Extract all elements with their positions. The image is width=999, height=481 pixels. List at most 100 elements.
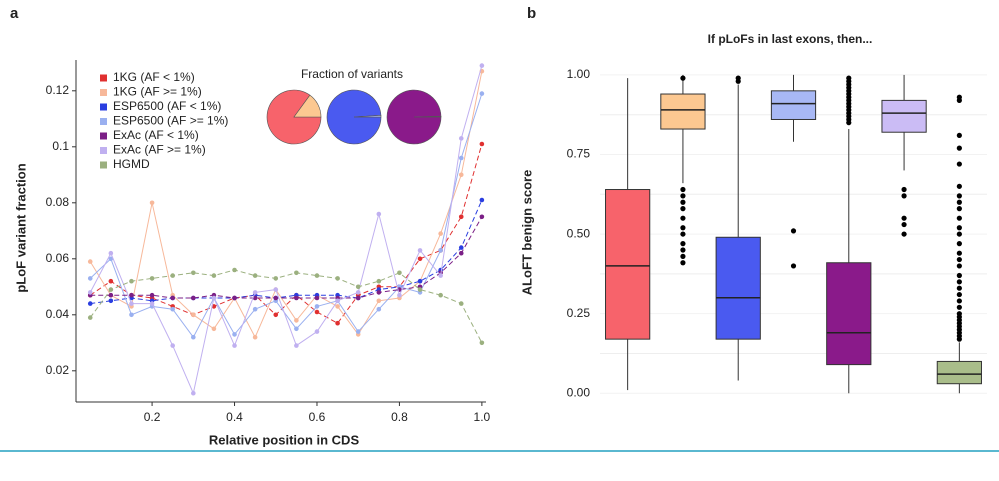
series-point (335, 304, 340, 309)
series-point (191, 390, 196, 396)
series-point (335, 320, 340, 326)
box (660, 93, 706, 130)
series-point (108, 256, 114, 262)
y-tick-label: 0.75 (567, 147, 591, 161)
series-point (191, 270, 196, 276)
outlier (680, 199, 686, 205)
series-point (417, 248, 423, 253)
outlier (956, 250, 962, 256)
x-tick-label: 0.2 (144, 410, 161, 424)
series-point (479, 91, 485, 96)
series-point (87, 276, 93, 281)
y-tick-label: 0.06 (46, 251, 70, 265)
outlier (956, 215, 962, 221)
series-point (232, 332, 237, 337)
series-point (417, 278, 423, 284)
box (605, 189, 651, 340)
series-point (458, 155, 464, 161)
outlier (735, 78, 741, 84)
box (770, 90, 817, 120)
outlier (956, 199, 962, 205)
series-point (335, 276, 340, 281)
outlier (680, 206, 686, 212)
series-point (87, 259, 93, 264)
series-point (479, 214, 485, 220)
series-line (89, 143, 483, 324)
outlier (901, 231, 907, 237)
series-point (355, 295, 361, 301)
outlier (956, 241, 962, 247)
outlier (956, 161, 962, 167)
series-point (458, 301, 464, 306)
series-point (273, 276, 279, 281)
series-point (294, 295, 299, 301)
series-point (252, 273, 258, 278)
series-point (479, 197, 485, 203)
legend-swatch (100, 118, 107, 125)
series-point (438, 248, 443, 253)
x-tick-label: 0.4 (226, 410, 243, 424)
y-tick-label: 0.25 (567, 306, 591, 320)
outlier (956, 206, 962, 212)
outlier (956, 304, 962, 310)
series-point (294, 343, 299, 348)
series-point (87, 290, 93, 295)
x-axis-label: Relative position in CDS (209, 432, 360, 447)
series-point (211, 273, 217, 278)
series-point (211, 295, 217, 301)
box (826, 262, 872, 366)
series-point (273, 312, 279, 318)
legend-label: ExAc (AF >= 1%) (113, 143, 206, 157)
outlier (680, 260, 686, 266)
outlier (790, 263, 797, 269)
series-point (479, 340, 485, 346)
series-point (314, 329, 320, 334)
series-point (458, 214, 464, 220)
series-point (108, 292, 114, 298)
pie-slice (353, 114, 382, 118)
outlier (901, 215, 907, 221)
series-point (335, 298, 340, 304)
series-point (314, 309, 320, 315)
y-tick-label: 0.1 (52, 139, 69, 153)
outlier (956, 94, 962, 100)
series-point (232, 343, 237, 348)
series-line (89, 269, 483, 344)
outlier (790, 228, 797, 234)
x-tick-label: 1.0 (474, 410, 491, 424)
series-point (87, 315, 93, 320)
y-tick-label: 0.12 (46, 83, 70, 97)
outlier (956, 272, 962, 279)
series-point (314, 295, 320, 301)
y-axis-label: pLoF variant fraction (13, 163, 28, 292)
legend-swatch (100, 132, 107, 140)
series-point (355, 290, 361, 295)
outlier (680, 186, 686, 193)
outlier (901, 221, 907, 228)
series-point (376, 211, 382, 217)
legend-label: ESP6500 (AF >= 1%) (113, 114, 228, 128)
series-point (149, 301, 155, 306)
legend-swatch (100, 147, 107, 154)
panel-label: a (10, 5, 19, 22)
series-point (108, 278, 114, 284)
y-tick-label: 0.00 (567, 385, 591, 399)
series-point (438, 231, 443, 236)
series-point (438, 273, 443, 278)
series-point (191, 334, 196, 340)
legend-swatch (100, 74, 107, 82)
series-point (458, 250, 464, 256)
outlier (956, 225, 962, 231)
series-point (376, 306, 382, 312)
series-point (417, 287, 423, 292)
series-point (314, 304, 320, 309)
series-point (149, 276, 155, 281)
outlier (680, 247, 686, 253)
series-point (376, 278, 382, 284)
outlier (956, 183, 962, 189)
series-point (129, 278, 134, 284)
outlier (680, 231, 686, 237)
y-axis-label: ALoFT benign score (519, 170, 534, 296)
outlier (956, 145, 962, 151)
